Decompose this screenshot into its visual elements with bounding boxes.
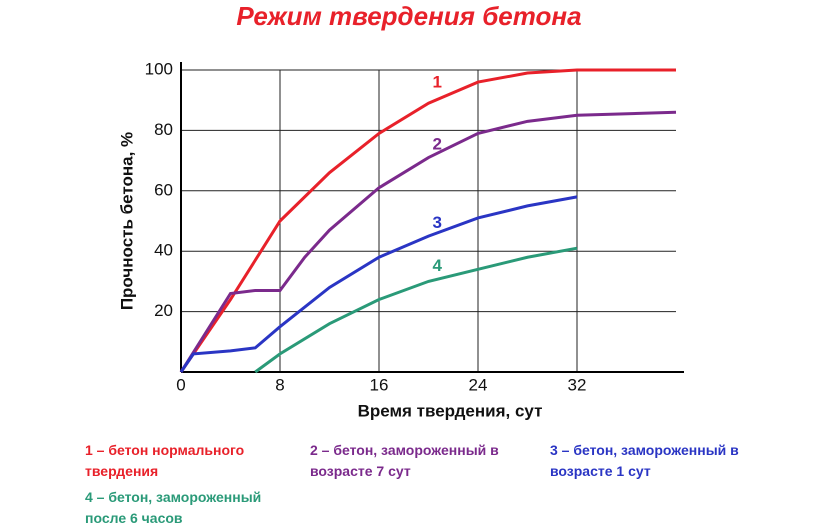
x-tick-label: 32 <box>568 375 587 394</box>
legend-entry: 2 – бетон, замороженный в возрасте 7 сут <box>310 442 499 479</box>
x-axis-label: Время твердения, сут <box>358 401 543 420</box>
series-label: 1 <box>433 73 442 92</box>
y-tick-label: 100 <box>145 59 173 78</box>
legend-entry: 4 – бетон, замороженный после 6 часов <box>85 489 262 526</box>
x-tick-label: 16 <box>370 375 389 394</box>
series-label: 4 <box>433 256 443 275</box>
y-axis-label: Прочность бетона, % <box>117 132 136 310</box>
y-tick-label: 40 <box>154 241 173 260</box>
legend-entry: 3 – бетон, замороженный в возрасте 1 сут <box>550 442 739 479</box>
line <box>179 68 676 373</box>
y-tick-label: 20 <box>154 301 173 320</box>
y-tick-label: 80 <box>154 120 173 139</box>
chart-title: Режим твердения бетона <box>236 1 581 31</box>
y-tick-label: 60 <box>154 180 173 199</box>
legend-entry: 1 – бетон нормального твердения <box>85 442 245 479</box>
line <box>179 110 677 373</box>
line <box>179 195 578 373</box>
series-label: 2 <box>433 135 442 154</box>
x-tick-label: 0 <box>176 375 185 394</box>
x-tick-label: 24 <box>469 375 488 394</box>
line <box>254 246 578 374</box>
series-label: 3 <box>433 213 442 232</box>
x-tick-label: 8 <box>275 375 284 394</box>
